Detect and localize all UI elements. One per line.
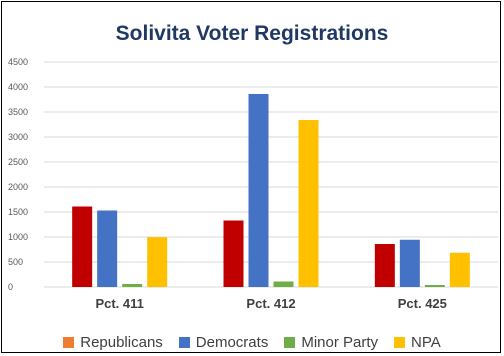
y-tick-label: 2500 — [8, 157, 28, 167]
bar-npa — [449, 252, 470, 287]
legend-item: Democrats — [178, 333, 269, 351]
legend: Republicans Democrats Minor Party NPA — [0, 332, 504, 352]
bar-republicans — [223, 220, 244, 287]
bar-minor-party — [424, 285, 445, 287]
legend-swatch — [284, 336, 296, 348]
y-tick-label: 3500 — [8, 107, 28, 117]
legend-item: Republicans — [63, 334, 163, 351]
legend-swatch — [394, 336, 406, 348]
bar-minor-party — [273, 281, 294, 287]
legend-item: NPA — [394, 334, 441, 351]
y-tick-label: 0 — [8, 282, 13, 292]
legend-label: Republicans — [80, 333, 163, 351]
legend-swatch — [63, 336, 75, 348]
bar-npa — [147, 237, 168, 287]
y-tick-label: 500 — [8, 257, 23, 267]
legend-label: Minor Party — [301, 333, 379, 351]
bar-democrats — [399, 239, 420, 287]
y-tick-label: 4000 — [8, 82, 28, 92]
bar-minor-party — [122, 284, 143, 287]
bar-democrats — [97, 210, 118, 287]
y-tick-label: 1500 — [8, 207, 28, 217]
bar-republicans — [72, 206, 93, 287]
y-tick-label: 4500 — [8, 57, 28, 67]
legend-label: NPA — [411, 333, 441, 351]
bar-democrats — [248, 94, 269, 287]
chart-title: Solivita Voter Registrations — [115, 22, 389, 45]
legend-label: Democrats — [195, 333, 269, 351]
bar-npa — [298, 120, 319, 287]
legend-swatch — [178, 336, 190, 348]
x-tick-label: Pct. 425 — [398, 296, 447, 311]
bar-republicans — [374, 244, 395, 287]
y-tick-label: 2000 — [8, 182, 28, 192]
y-tick-label: 1000 — [8, 232, 28, 242]
x-tick-label: Pct. 412 — [246, 296, 295, 311]
y-tick-label: 3000 — [8, 132, 28, 142]
x-tick-label: Pct. 411 — [95, 296, 143, 311]
legend-item: Minor Party — [284, 334, 378, 351]
